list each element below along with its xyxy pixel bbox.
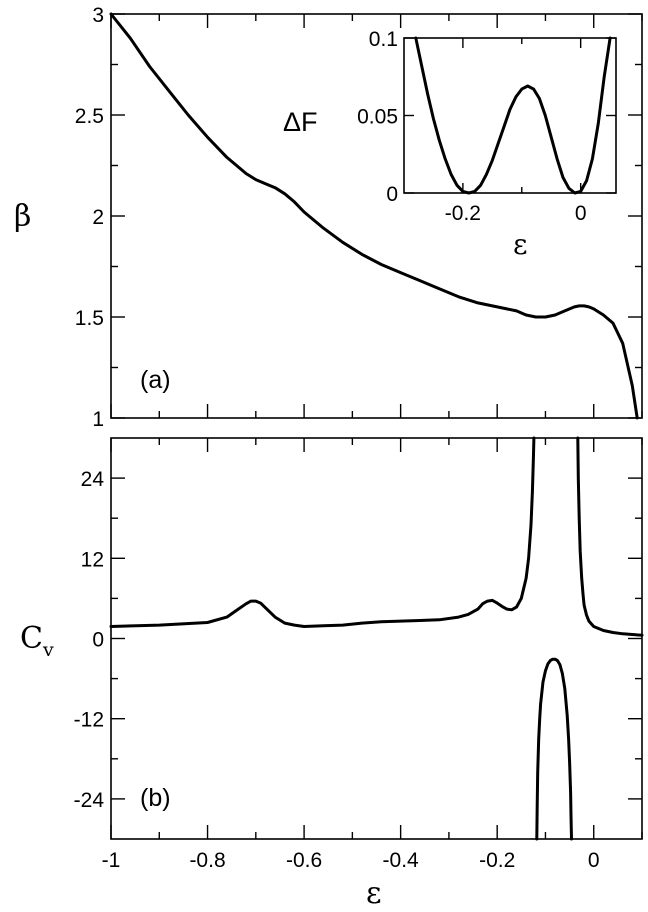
panel-b-y-axis-label: Cv <box>20 621 54 661</box>
panel-b-x-tick-label: -0.6 <box>286 849 322 872</box>
panel-b-y-tick-label: 24 <box>81 468 105 491</box>
panel-b-y-tick-label: -24 <box>74 789 105 812</box>
panel-a-y-axis-label: β <box>14 199 31 234</box>
panel-b-series-line-negative <box>535 657 573 841</box>
panel-b-ticks <box>110 438 643 839</box>
panel-a-y-tick-label: 2 <box>92 206 104 229</box>
panel-b-label: (b) <box>140 784 171 812</box>
panel-b-y-tick-label: -12 <box>74 709 104 732</box>
panel-b-frame <box>110 437 643 840</box>
inset-x-tick-label: -0.2 <box>445 202 481 225</box>
panel-b-x-axis-label: ε <box>366 876 382 911</box>
panel-b-x-tick-label: -0.4 <box>383 849 420 872</box>
panel-b-y-tick-labels: -24 -12 0 12 24 <box>74 468 105 812</box>
panel-a-y-tick-labels: 1 1.5 2 2.5 3 <box>75 4 104 431</box>
inset-series-line <box>414 36 612 195</box>
panel-a-y-tick-label: 2.5 <box>75 105 104 128</box>
inset-background <box>404 38 616 193</box>
inset-y-tick-label: 0.05 <box>357 106 398 129</box>
panel-b-x-tick-label: -1 <box>102 849 121 872</box>
inset-y-axis-label: ΔF <box>283 107 318 137</box>
panel-b-x-tick-label: -0.2 <box>479 849 515 872</box>
panel-a-inset: -0.2 0 0 0.05 0.1 ΔF ε <box>283 28 617 261</box>
panel-a-ticks <box>110 13 643 419</box>
panel-a-y-tick-label: 1 <box>92 408 104 431</box>
panel-a: 1 1.5 2 2.5 3 β (a) -0.2 0 0 0.05 0.1 ΔF ε <box>14 4 643 431</box>
panel-b-y-axis-label-main: C <box>20 621 43 656</box>
panel-a-series-line <box>109 12 639 420</box>
panel-a-y-tick-label: 1.5 <box>75 307 104 330</box>
panel-b: -24 -12 0 12 24 -1 -0.8 -0.6 -0.4 -0.2 0 Cv ε (b) <box>20 436 644 911</box>
inset-y-tick-label: 0.1 <box>369 28 398 51</box>
panel-b-series <box>109 436 644 841</box>
inset-x-axis-label: ε <box>513 228 528 261</box>
panel-b-y-tick-label: 0 <box>92 629 104 652</box>
panel-b-series-line-positive-right <box>576 436 644 637</box>
inset-y-tick-label: 0 <box>386 183 398 206</box>
panel-b-y-tick-label: 12 <box>81 548 104 571</box>
panel-b-x-tick-labels: -1 -0.8 -0.6 -0.4 -0.2 0 <box>102 849 600 872</box>
inset-tick-labels: -0.2 0 0 0.05 0.1 <box>357 28 586 225</box>
panel-b-y-axis-label-sub: v <box>42 639 54 661</box>
inset-x-tick-label: 0 <box>575 202 587 225</box>
panel-a-label: (a) <box>140 366 171 394</box>
panel-a-y-tick-label: 3 <box>92 4 104 27</box>
panel-b-x-tick-label: -0.8 <box>189 849 225 872</box>
panel-b-x-tick-label: 0 <box>588 849 600 872</box>
panel-b-series-line-positive-left <box>109 436 536 628</box>
